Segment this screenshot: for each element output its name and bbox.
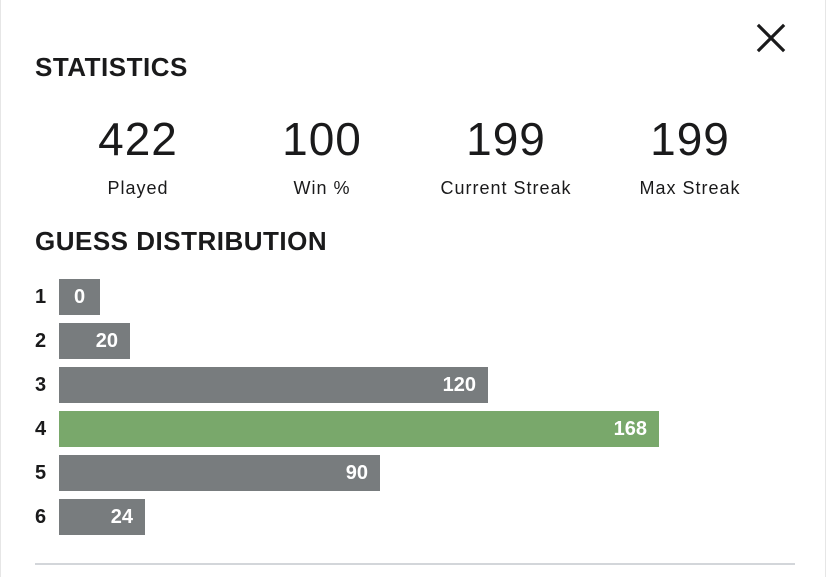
- stat-label: Current Streak: [440, 178, 572, 198]
- distribution-row: 5 90: [35, 455, 795, 491]
- stat-value: 199: [650, 113, 730, 165]
- distribution-bar: 20: [59, 323, 130, 359]
- stat-current-streak: 199 Current Streak: [414, 112, 598, 200]
- close-button[interactable]: [751, 18, 791, 58]
- guess-number: 1: [35, 285, 47, 308]
- distribution-bar: 24: [59, 499, 145, 535]
- stat-label: Win %: [293, 178, 351, 198]
- guess-number: 2: [35, 329, 47, 352]
- stat-value: 199: [466, 113, 546, 165]
- divider: [35, 563, 795, 565]
- guess-distribution-title: GUESS DISTRIBUTION: [35, 226, 328, 256]
- statistics-title: STATISTICS: [35, 52, 188, 82]
- guess-number: 5: [35, 461, 47, 484]
- guess-number: 6: [35, 505, 47, 528]
- stat-win-percent: 100 Win %: [230, 112, 414, 200]
- stat-max-streak: 199 Max Streak: [598, 112, 782, 200]
- distribution-bar: 120: [59, 367, 488, 403]
- distribution-bar: 90: [59, 455, 380, 491]
- distribution-row: 1 0: [35, 279, 795, 315]
- distribution-row: 2 20: [35, 323, 795, 359]
- guess-distribution: 1 0 2 20 3 120 4 168 5 90 6 24: [35, 279, 795, 543]
- distribution-bar: 0: [59, 279, 100, 315]
- stat-label: Played: [107, 178, 169, 198]
- stat-value: 100: [282, 113, 362, 165]
- stat-value: 422: [98, 113, 178, 165]
- statistics-container: 422 Played 100 Win % 199 Current Streak …: [46, 112, 782, 200]
- distribution-row: 6 24: [35, 499, 795, 535]
- stat-label: Max Streak: [639, 178, 741, 198]
- close-icon: [756, 23, 786, 53]
- distribution-row: 3 120: [35, 367, 795, 403]
- guess-number: 4: [35, 417, 47, 440]
- distribution-row: 4 168: [35, 411, 795, 447]
- distribution-bar: 168: [59, 411, 659, 447]
- guess-number: 3: [35, 373, 47, 396]
- stat-played: 422 Played: [46, 112, 230, 200]
